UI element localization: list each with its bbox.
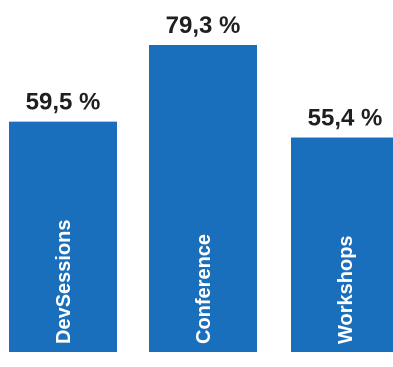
bar-devsessions bbox=[9, 121, 117, 352]
value-label-conference: 79,3 % bbox=[166, 12, 241, 39]
bar-workshops bbox=[291, 137, 393, 352]
value-label-workshops: 55,4 % bbox=[308, 105, 383, 132]
category-label-devsessions: DevSessions bbox=[53, 219, 75, 344]
bar-conference bbox=[149, 45, 257, 352]
category-label-workshops: Workshops bbox=[335, 235, 357, 344]
value-label-devsessions: 59,5 % bbox=[26, 89, 101, 116]
category-label-conference: Conference bbox=[193, 234, 215, 344]
